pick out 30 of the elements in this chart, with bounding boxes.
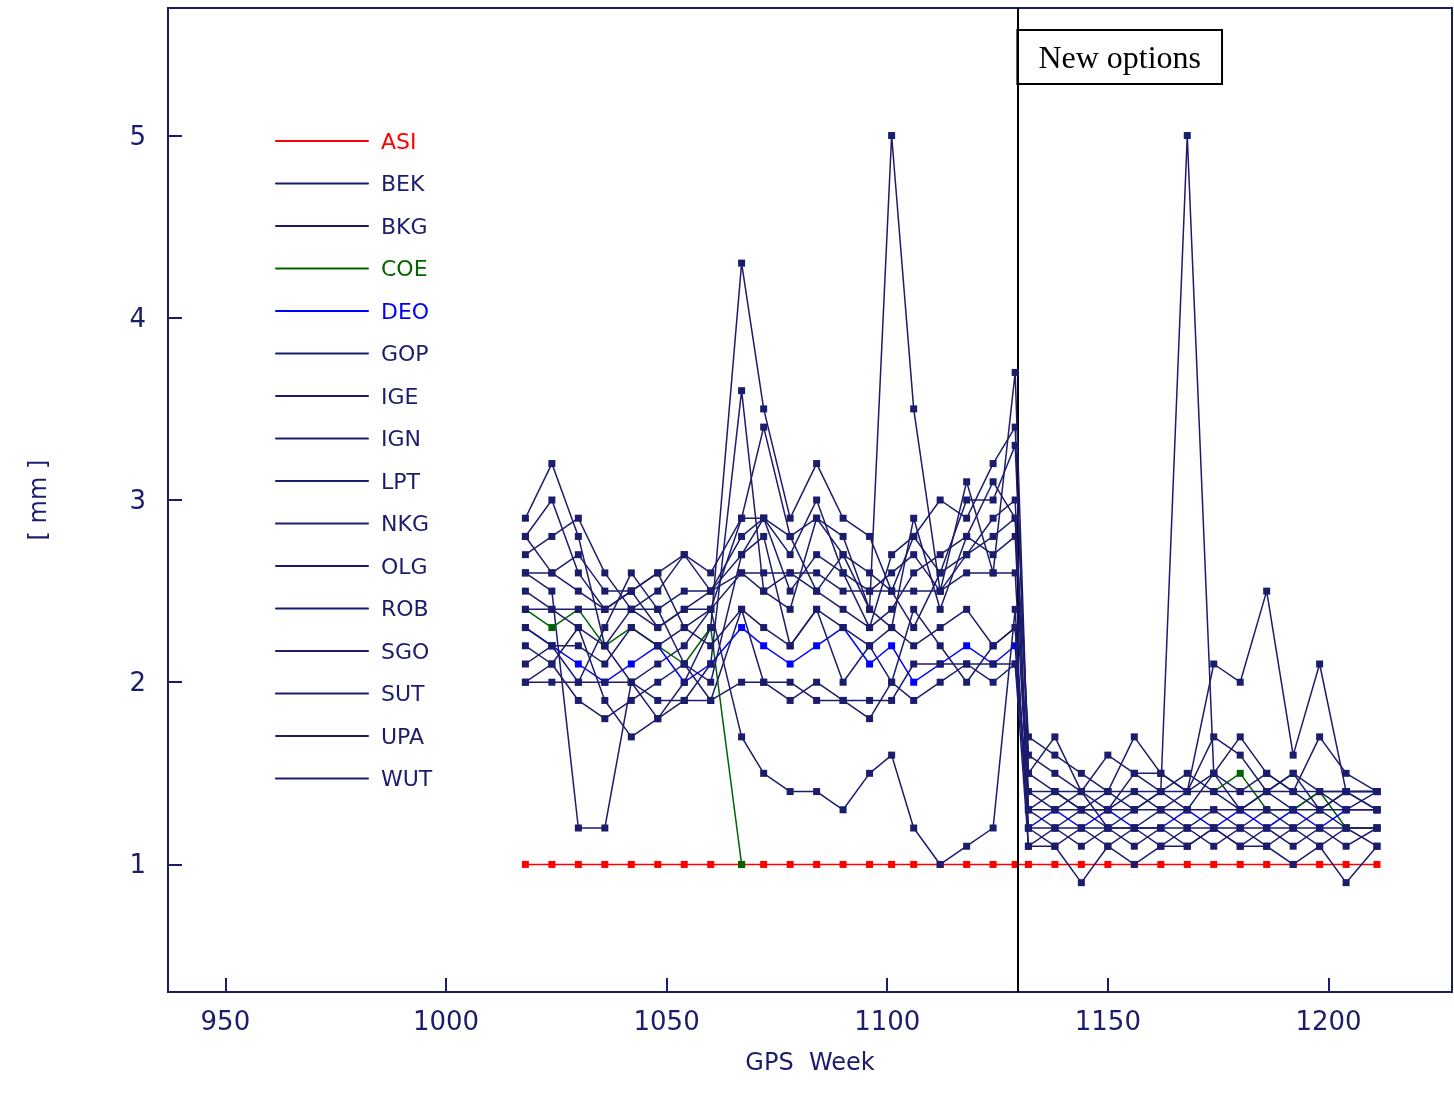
x-tick-label: 1100	[854, 1006, 921, 1036]
y-tick-label: 5	[129, 120, 146, 151]
legend-label: COE	[381, 256, 428, 281]
y-tick-label: 2	[129, 667, 146, 698]
legend-label: BEK	[381, 171, 425, 196]
legend-label: WUT	[381, 766, 433, 791]
ref-line-label: New options	[1038, 39, 1202, 75]
legend-label: SGO	[381, 638, 430, 664]
legend-label: UPA	[381, 723, 425, 749]
legend-label: IGE	[381, 383, 419, 409]
legend-label: ROB	[381, 596, 429, 621]
legend-label: NKG	[381, 511, 429, 536]
legend-label: GOP	[381, 341, 429, 366]
x-tick-label: 1200	[1295, 1006, 1362, 1036]
x-axis-title: GPS Week	[745, 1048, 875, 1076]
y-tick-label: 1	[129, 849, 146, 880]
legend-label: BKG	[381, 213, 428, 239]
y-axis-title: [ mm ]	[24, 459, 52, 541]
x-tick-label: 950	[200, 1006, 251, 1036]
x-tick-label: 1050	[633, 1006, 700, 1036]
y-tick-label: 4	[129, 302, 146, 333]
legend-label: ASI	[381, 128, 417, 154]
legend-label: SUT	[381, 681, 426, 706]
y-tick-label: 3	[129, 485, 146, 515]
x-tick-label: 1000	[412, 1006, 480, 1036]
legend-label: LPT	[381, 468, 421, 494]
legend-label: IGN	[381, 426, 421, 451]
legend-label: OLG	[381, 553, 428, 579]
legend-label: DEO	[381, 298, 430, 324]
x-tick-label: 1150	[1074, 1006, 1141, 1036]
